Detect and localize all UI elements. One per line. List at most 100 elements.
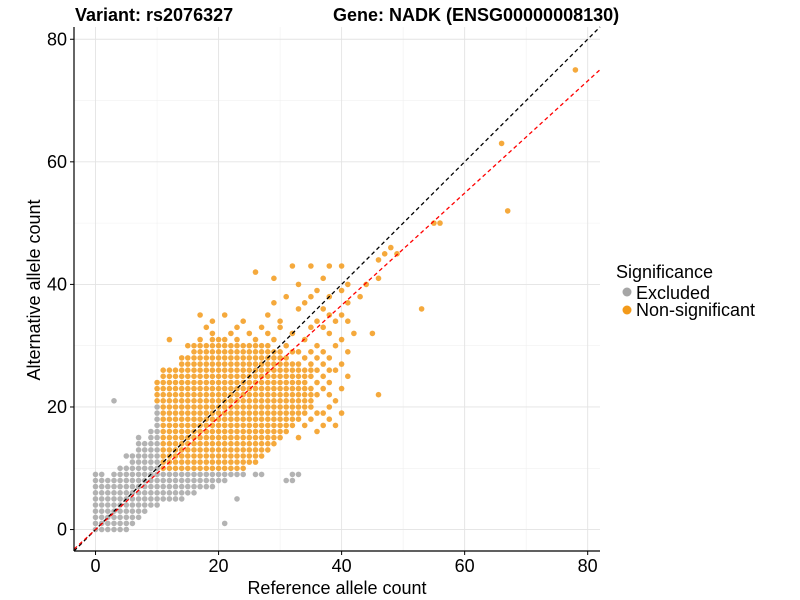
point-non-significant bbox=[258, 324, 265, 331]
point-excluded bbox=[123, 471, 130, 478]
point-excluded bbox=[166, 471, 173, 478]
point-non-significant bbox=[166, 410, 173, 416]
point-non-significant bbox=[295, 379, 302, 386]
point-non-significant bbox=[265, 361, 271, 367]
point-non-significant bbox=[191, 453, 197, 459]
fit-line bbox=[73, 69, 601, 550]
point-non-significant bbox=[209, 342, 216, 349]
point-non-significant bbox=[240, 342, 246, 349]
point-non-significant bbox=[228, 373, 234, 380]
point-non-significant bbox=[332, 342, 339, 349]
point-non-significant bbox=[277, 373, 283, 380]
point-non-significant bbox=[301, 398, 308, 404]
point-excluded bbox=[141, 465, 148, 472]
point-non-significant bbox=[289, 404, 296, 410]
point-non-significant bbox=[332, 398, 339, 404]
point-non-significant bbox=[252, 404, 259, 410]
point-non-significant bbox=[234, 416, 240, 423]
point-non-significant bbox=[197, 367, 203, 374]
point-non-significant bbox=[191, 373, 197, 380]
point-excluded bbox=[129, 508, 136, 514]
point-excluded bbox=[117, 520, 123, 527]
point-non-significant bbox=[351, 330, 357, 337]
point-non-significant bbox=[191, 465, 197, 472]
point-non-significant bbox=[234, 373, 240, 380]
point-non-significant bbox=[375, 257, 382, 263]
point-non-significant bbox=[234, 342, 240, 349]
point-non-significant bbox=[209, 398, 216, 404]
point-non-significant bbox=[185, 440, 191, 447]
point-non-significant bbox=[209, 416, 216, 423]
point-non-significant bbox=[338, 385, 345, 392]
point-non-significant bbox=[191, 379, 197, 386]
point-non-significant bbox=[338, 263, 345, 269]
point-non-significant bbox=[221, 410, 228, 416]
point-non-significant bbox=[246, 342, 253, 349]
point-excluded bbox=[172, 483, 179, 490]
point-non-significant bbox=[172, 385, 179, 392]
point-non-significant bbox=[277, 410, 283, 416]
point-non-significant bbox=[326, 312, 333, 318]
point-non-significant bbox=[209, 336, 216, 343]
point-non-significant bbox=[178, 447, 185, 453]
point-excluded bbox=[166, 490, 173, 496]
point-non-significant bbox=[228, 398, 234, 404]
point-excluded bbox=[111, 471, 117, 478]
point-non-significant bbox=[166, 367, 173, 374]
point-excluded bbox=[234, 496, 240, 502]
point-excluded bbox=[234, 471, 240, 478]
point-non-significant bbox=[209, 367, 216, 374]
point-non-significant bbox=[234, 453, 240, 459]
x-tick-label: 40 bbox=[332, 556, 352, 576]
point-excluded bbox=[111, 514, 117, 521]
point-non-significant bbox=[308, 293, 314, 300]
point-excluded bbox=[111, 477, 117, 484]
legend-label-excluded: Excluded bbox=[636, 283, 710, 303]
point-excluded bbox=[191, 490, 197, 496]
point-excluded bbox=[105, 502, 111, 508]
point-non-significant bbox=[160, 373, 166, 380]
point-non-significant bbox=[172, 379, 179, 386]
point-non-significant bbox=[228, 428, 234, 435]
point-non-significant bbox=[166, 373, 173, 380]
point-excluded bbox=[105, 477, 111, 484]
point-non-significant bbox=[265, 447, 271, 453]
point-non-significant bbox=[191, 422, 197, 429]
point-non-significant bbox=[301, 367, 308, 374]
point-non-significant bbox=[191, 404, 197, 410]
point-non-significant bbox=[166, 447, 173, 453]
point-non-significant bbox=[240, 416, 246, 423]
point-excluded bbox=[154, 496, 160, 502]
point-non-significant bbox=[265, 434, 271, 441]
point-non-significant bbox=[252, 453, 259, 459]
point-non-significant bbox=[240, 349, 246, 355]
point-non-significant bbox=[160, 440, 166, 447]
point-excluded bbox=[154, 440, 160, 447]
point-non-significant bbox=[209, 459, 216, 465]
point-excluded bbox=[135, 502, 142, 508]
point-excluded bbox=[123, 483, 130, 490]
point-non-significant bbox=[221, 367, 228, 374]
point-non-significant bbox=[258, 342, 265, 349]
point-non-significant bbox=[221, 379, 228, 386]
point-non-significant bbox=[185, 379, 191, 386]
point-excluded bbox=[185, 483, 191, 490]
point-non-significant bbox=[314, 367, 320, 374]
point-excluded bbox=[185, 471, 191, 478]
point-non-significant bbox=[271, 398, 277, 404]
point-non-significant bbox=[265, 379, 271, 386]
point-non-significant bbox=[178, 453, 185, 459]
point-non-significant bbox=[160, 367, 166, 374]
point-excluded bbox=[111, 526, 117, 533]
point-non-significant bbox=[265, 404, 271, 410]
point-non-significant bbox=[234, 440, 240, 447]
point-excluded bbox=[154, 459, 160, 465]
point-excluded bbox=[117, 483, 123, 490]
point-non-significant bbox=[265, 391, 271, 398]
point-excluded bbox=[129, 483, 136, 490]
point-non-significant bbox=[283, 428, 290, 435]
point-non-significant bbox=[228, 465, 234, 472]
point-excluded bbox=[154, 447, 160, 453]
point-non-significant bbox=[277, 434, 283, 441]
y-tick-label: 0 bbox=[57, 520, 67, 540]
